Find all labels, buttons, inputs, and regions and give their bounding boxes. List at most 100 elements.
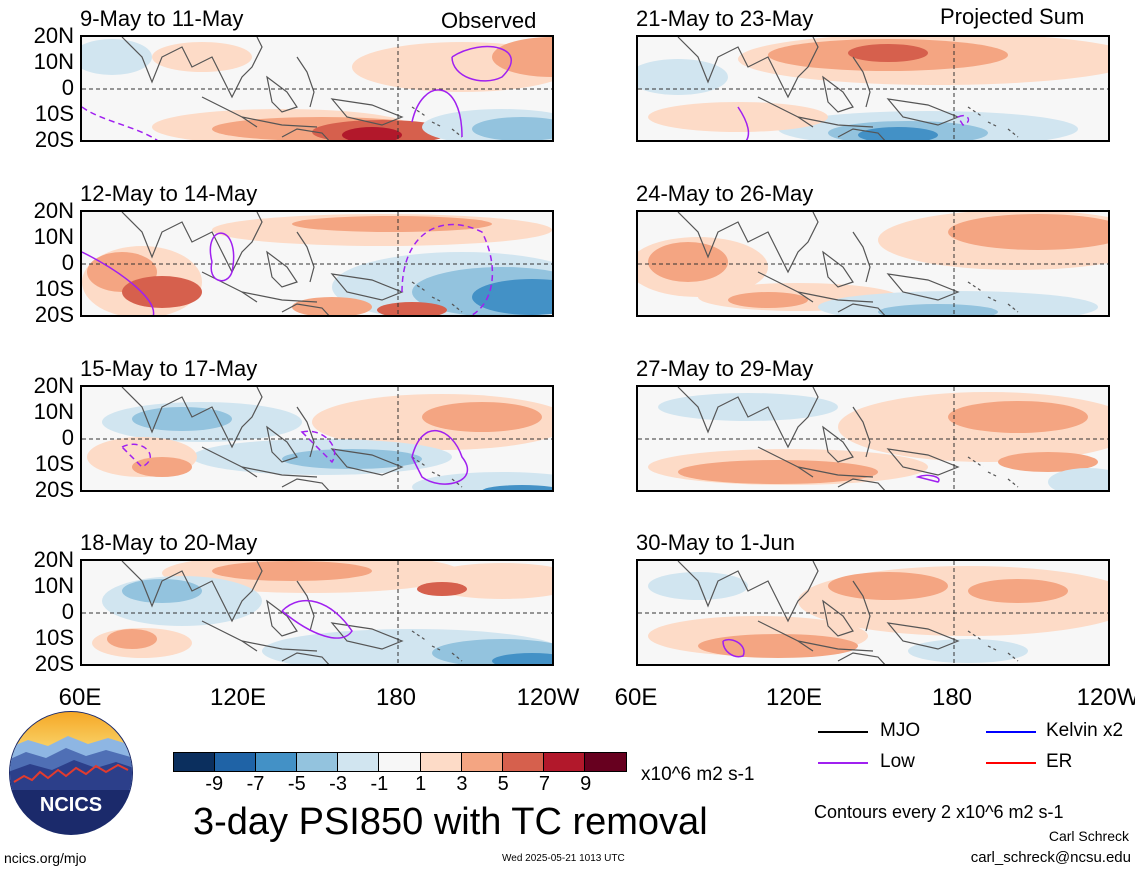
ncics-logo: NCICS <box>8 710 134 836</box>
observed-map-panel <box>80 35 554 142</box>
y-tick-label: 10N <box>33 49 74 74</box>
low-legend-label: Low <box>880 751 915 772</box>
y-tick-label: 10N <box>33 224 74 249</box>
colorbar-swatch <box>297 753 339 771</box>
kelvin-legend-label: Kelvin x2 <box>1046 720 1124 741</box>
anomaly-shading <box>878 304 998 315</box>
anomaly-shading <box>482 485 552 490</box>
panel-date-range: 9-May to 11-May <box>80 6 244 31</box>
colorbar-tick-label: -7 <box>246 773 265 795</box>
low-contour <box>915 474 940 483</box>
projected-map-panel <box>636 210 1110 317</box>
x-tick-label: 120E <box>765 684 823 711</box>
mjo-legend-label: MJO <box>880 720 921 741</box>
timestamp: Wed 2025-05-21 1013 UTC <box>502 853 625 864</box>
y-tick-label: 10N <box>33 399 74 424</box>
colorbar-swatch <box>379 753 421 771</box>
anomaly-shading <box>998 452 1098 472</box>
anomaly-shading <box>908 639 1028 663</box>
projected-map-panel <box>636 35 1110 142</box>
colorbar-tick-label: 5 <box>497 773 509 795</box>
er-legend-label: ER <box>1046 751 1073 772</box>
anomaly-shading <box>472 279 552 315</box>
anomaly-shading <box>648 572 748 600</box>
anomaly-shading <box>648 242 728 282</box>
anomaly-shading <box>132 407 232 431</box>
colorbar-swatch <box>502 753 544 771</box>
y-tick-label: 10S <box>34 276 74 301</box>
low-contour <box>722 639 745 658</box>
figure-title: 3-day PSI850 with TC removal <box>193 801 708 843</box>
panel-date-range: 30-May to 1-Jun <box>636 530 795 555</box>
panel-date-range: 27-May to 29-May <box>636 356 814 381</box>
anomaly-shading <box>212 561 372 581</box>
anomaly-shading <box>422 402 542 432</box>
low-contour <box>411 429 469 485</box>
anomaly-shading <box>848 44 928 62</box>
anomaly-shading <box>858 127 938 140</box>
anomaly-shading <box>968 579 1068 603</box>
y-tick-label: 10S <box>34 451 74 476</box>
colorbar-tick-label: -9 <box>205 773 224 795</box>
colorbar-tick-label: 1 <box>415 773 427 795</box>
y-tick-label: 0 <box>61 250 74 275</box>
panel-date-range: 12-May to 14-May <box>80 181 258 206</box>
x-tick-label: 120W <box>1076 684 1135 711</box>
y-tick-label: 20S <box>34 477 74 502</box>
colorbar-tick-label: 7 <box>538 773 551 795</box>
contour-note: Contours every 2 x10^6 m2 s-1 <box>814 802 1064 822</box>
projected-map-panel <box>636 559 1110 666</box>
panel-date-range: 18-May to 20-May <box>80 530 258 555</box>
anomaly-shading <box>377 302 447 315</box>
low-contour <box>411 89 463 138</box>
colorbar-swatch <box>174 753 216 771</box>
y-tick-label: 0 <box>61 425 74 450</box>
y-tick-label: 20N <box>33 373 74 398</box>
y-tick-label: 20S <box>34 302 74 327</box>
anomaly-shading <box>472 117 552 140</box>
colorbar-swatch <box>256 753 298 771</box>
website-link[interactable]: ncics.org/mjo <box>4 850 87 866</box>
colorbar-swatch <box>420 753 462 771</box>
anomaly-shading <box>492 653 552 664</box>
panel-date-range: 15-May to 17-May <box>80 356 258 381</box>
colorbar-swatch <box>584 753 627 771</box>
y-tick-label: 10S <box>34 101 74 126</box>
panel-date-range: 24-May to 26-May <box>636 181 814 206</box>
anomaly-shading <box>282 449 422 469</box>
x-tick-label: 180 <box>931 684 973 711</box>
low-contour <box>737 106 750 140</box>
anomaly-shading <box>292 297 372 315</box>
colorbar-swatch <box>461 753 503 771</box>
low-contour <box>300 430 336 464</box>
logo-text: NCICS <box>40 794 102 816</box>
low-contour <box>451 45 512 82</box>
colorbar-swatch <box>543 753 585 771</box>
anomaly-shading <box>828 572 948 600</box>
observed-map-panel <box>80 385 554 492</box>
y-tick-label: 0 <box>61 75 74 100</box>
observed-map-panel <box>80 559 554 666</box>
er-legend-line <box>986 762 1036 764</box>
y-tick-label: 10S <box>34 625 74 650</box>
anomaly-shading <box>658 393 838 421</box>
author-email: carl_schreck@ncsu.edu <box>970 849 1131 866</box>
colorbar-swatch <box>338 753 380 771</box>
panel-date-range: 21-May to 23-May <box>636 6 814 31</box>
anomaly-shading <box>122 276 202 308</box>
x-tick-label: 180 <box>375 684 417 711</box>
y-tick-label: 20S <box>34 127 74 152</box>
observed-map-panel <box>80 210 554 317</box>
colorbar-tick-label: -5 <box>287 773 306 795</box>
anomaly-shading <box>152 42 252 72</box>
y-tick-label: 20N <box>33 23 74 48</box>
anomaly-shading <box>417 582 467 596</box>
colorbar-tick-label: -1 <box>370 773 389 795</box>
colorbar-units: x10^6 m2 s-1 <box>641 764 755 785</box>
x-tick-label: 60E <box>58 684 102 711</box>
y-tick-label: 20S <box>34 651 74 676</box>
low-contour <box>82 106 158 140</box>
y-tick-label: 10N <box>33 573 74 598</box>
observed-label: Observed <box>441 8 537 33</box>
kelvin-legend-line <box>986 731 1036 733</box>
